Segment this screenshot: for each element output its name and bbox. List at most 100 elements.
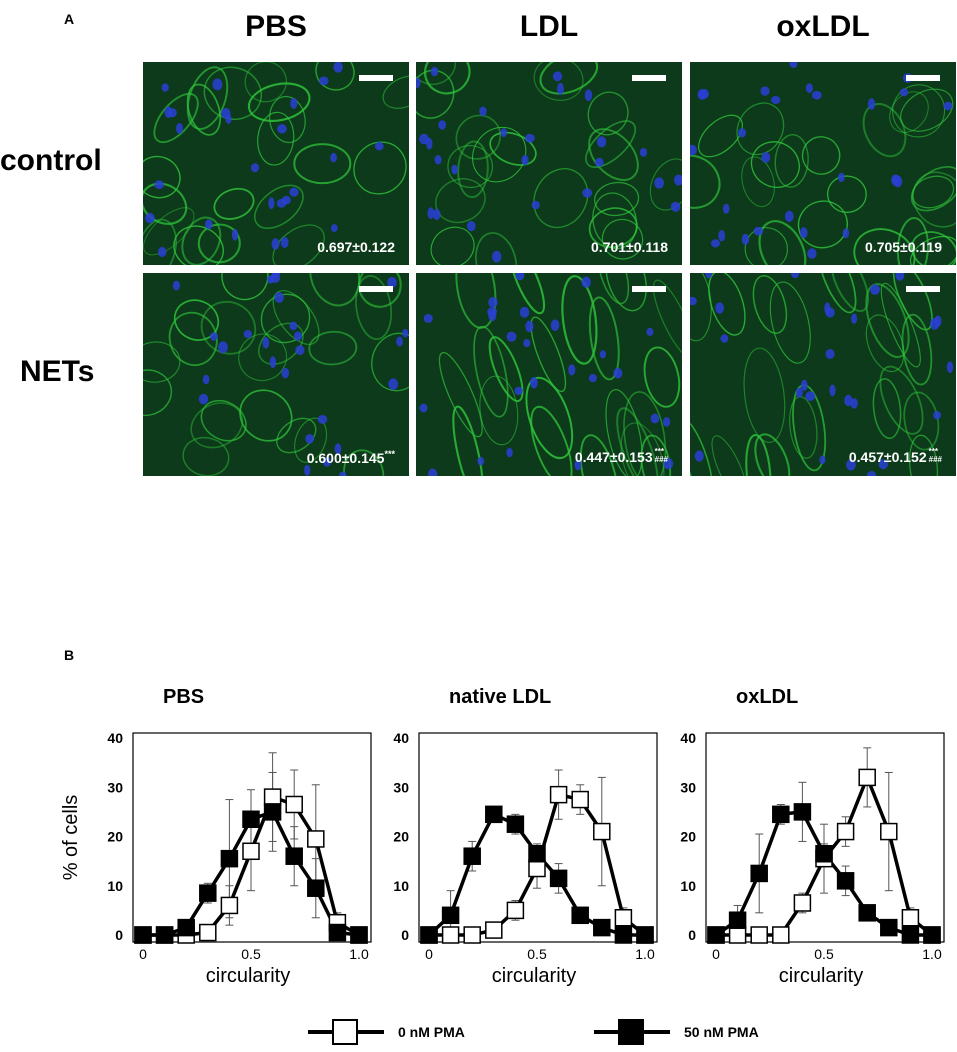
panel-a-letter: A [64,11,75,27]
data-point-50nm [880,918,898,937]
data-point-0nm [793,894,812,912]
y-tick-label: 10 [680,878,696,894]
x-tick-label: 0.5 [527,946,547,962]
circularity-value: 0.447±0.153 *** ### [574,447,668,465]
legend-marker-0nm [308,1019,384,1045]
y-tick-label: 20 [107,829,123,845]
data-point-0nm [285,795,303,814]
x-axis-label: circularity [206,965,290,987]
circularity-value: 0.697±0.122 [317,239,395,255]
data-point-50nm [328,923,347,942]
data-point-50nm [858,904,876,922]
data-point-0nm [441,926,460,944]
data-point-0nm [463,926,481,944]
y-tick-label: 0 [115,927,123,943]
data-point-50nm [441,906,460,925]
micrograph-control-oxldl: 0.705±0.119 [690,62,956,265]
data-point-50nm [350,926,368,944]
chart-title: oxLDL [736,686,798,708]
column-header-oxldl: oxLDL [776,10,870,43]
micrograph-nets-pbs: 0.600±0.145*** [143,273,409,476]
data-point-0nm [901,909,920,927]
x-tick-label: 1.0 [922,946,942,962]
data-point-50nm [772,805,790,824]
y-tick-label: 0 [688,927,696,943]
data-point-50nm [815,844,833,863]
data-point-50nm [728,911,747,929]
y-tick-label: 40 [680,730,696,746]
x-axis-label: circularity [779,965,863,987]
y-tick-label: 20 [680,829,696,845]
y-tick-label: 10 [107,878,123,894]
column-header-pbs: PBS [245,10,307,43]
data-point-0nm [528,859,546,878]
significance-marker: *** ### [928,447,942,464]
data-point-50nm [636,926,654,944]
circularity-value: 0.600±0.145*** [306,449,395,466]
y-axis-label: % of cells [60,795,82,881]
data-point-0nm [593,822,611,841]
data-point-50nm [549,869,568,888]
data-point-50nm [571,906,589,925]
legend-label-0nm: 0 nM PMA [398,1024,465,1040]
data-point-50nm [750,864,768,883]
scale-bar [632,75,666,81]
plot-frame [132,732,372,943]
data-point-0nm [263,788,282,806]
data-point-0nm [836,822,855,841]
row-header-nets: NETs [20,355,95,388]
data-point-50nm [793,803,812,821]
circularity-value: 0.457±0.152 *** ### [848,447,942,465]
y-tick-label: 40 [107,730,123,746]
row-header-control: control [0,144,102,177]
x-tick-label: 0 [712,946,720,962]
scale-bar [359,286,393,292]
data-point-50nm [134,926,152,944]
data-point-0nm [728,926,747,944]
data-point-50nm [242,810,260,829]
micrograph-nets-ldl: 0.447±0.153 *** ### [416,273,682,476]
x-axis-label: circularity [492,965,576,987]
data-point-50nm [199,884,217,902]
y-tick-label: 30 [107,779,123,795]
circularity-value: 0.705±0.119 [865,239,942,255]
scale-bar [906,286,940,292]
data-point-50nm [923,926,941,944]
chart-title: native LDL [449,686,551,708]
micrograph-control-pbs: 0.697±0.122 [143,62,409,265]
data-point-50nm [485,805,503,824]
x-tick-label: 0 [425,946,433,962]
data-point-50nm [593,918,611,937]
micrograph-nets-oxldl: 0.457±0.152 *** ### [690,273,956,476]
data-point-0nm [880,822,898,841]
data-point-50nm [307,879,325,897]
data-point-50nm [901,926,920,944]
data-point-0nm [750,926,768,944]
data-point-50nm [528,844,546,863]
data-point-50nm [506,815,525,833]
scale-bar [359,75,393,81]
column-header-ldl: LDL [519,10,579,43]
y-tick-label: 30 [680,779,696,795]
significance-marker: *** [384,449,395,459]
plot-frame [705,732,945,943]
legend-label-50nm: 50 nM PMA [684,1024,759,1040]
data-point-0nm [571,790,589,809]
data-point-50nm [836,872,855,890]
scale-bar [632,286,666,292]
x-tick-label: 0.5 [241,946,261,962]
x-tick-label: 1.0 [635,946,655,962]
data-point-50nm [285,847,303,865]
x-tick-label: 1.0 [349,946,369,962]
data-point-0nm [614,909,633,927]
data-point-0nm [858,768,876,787]
data-point-50nm [155,926,174,944]
y-tick-label: 0 [401,927,409,943]
data-point-50nm [420,926,438,944]
data-point-50nm [177,918,195,937]
y-tick-label: 20 [393,829,409,845]
scale-bar [906,75,940,81]
y-tick-label: 10 [393,878,409,894]
data-point-0nm [549,785,568,804]
